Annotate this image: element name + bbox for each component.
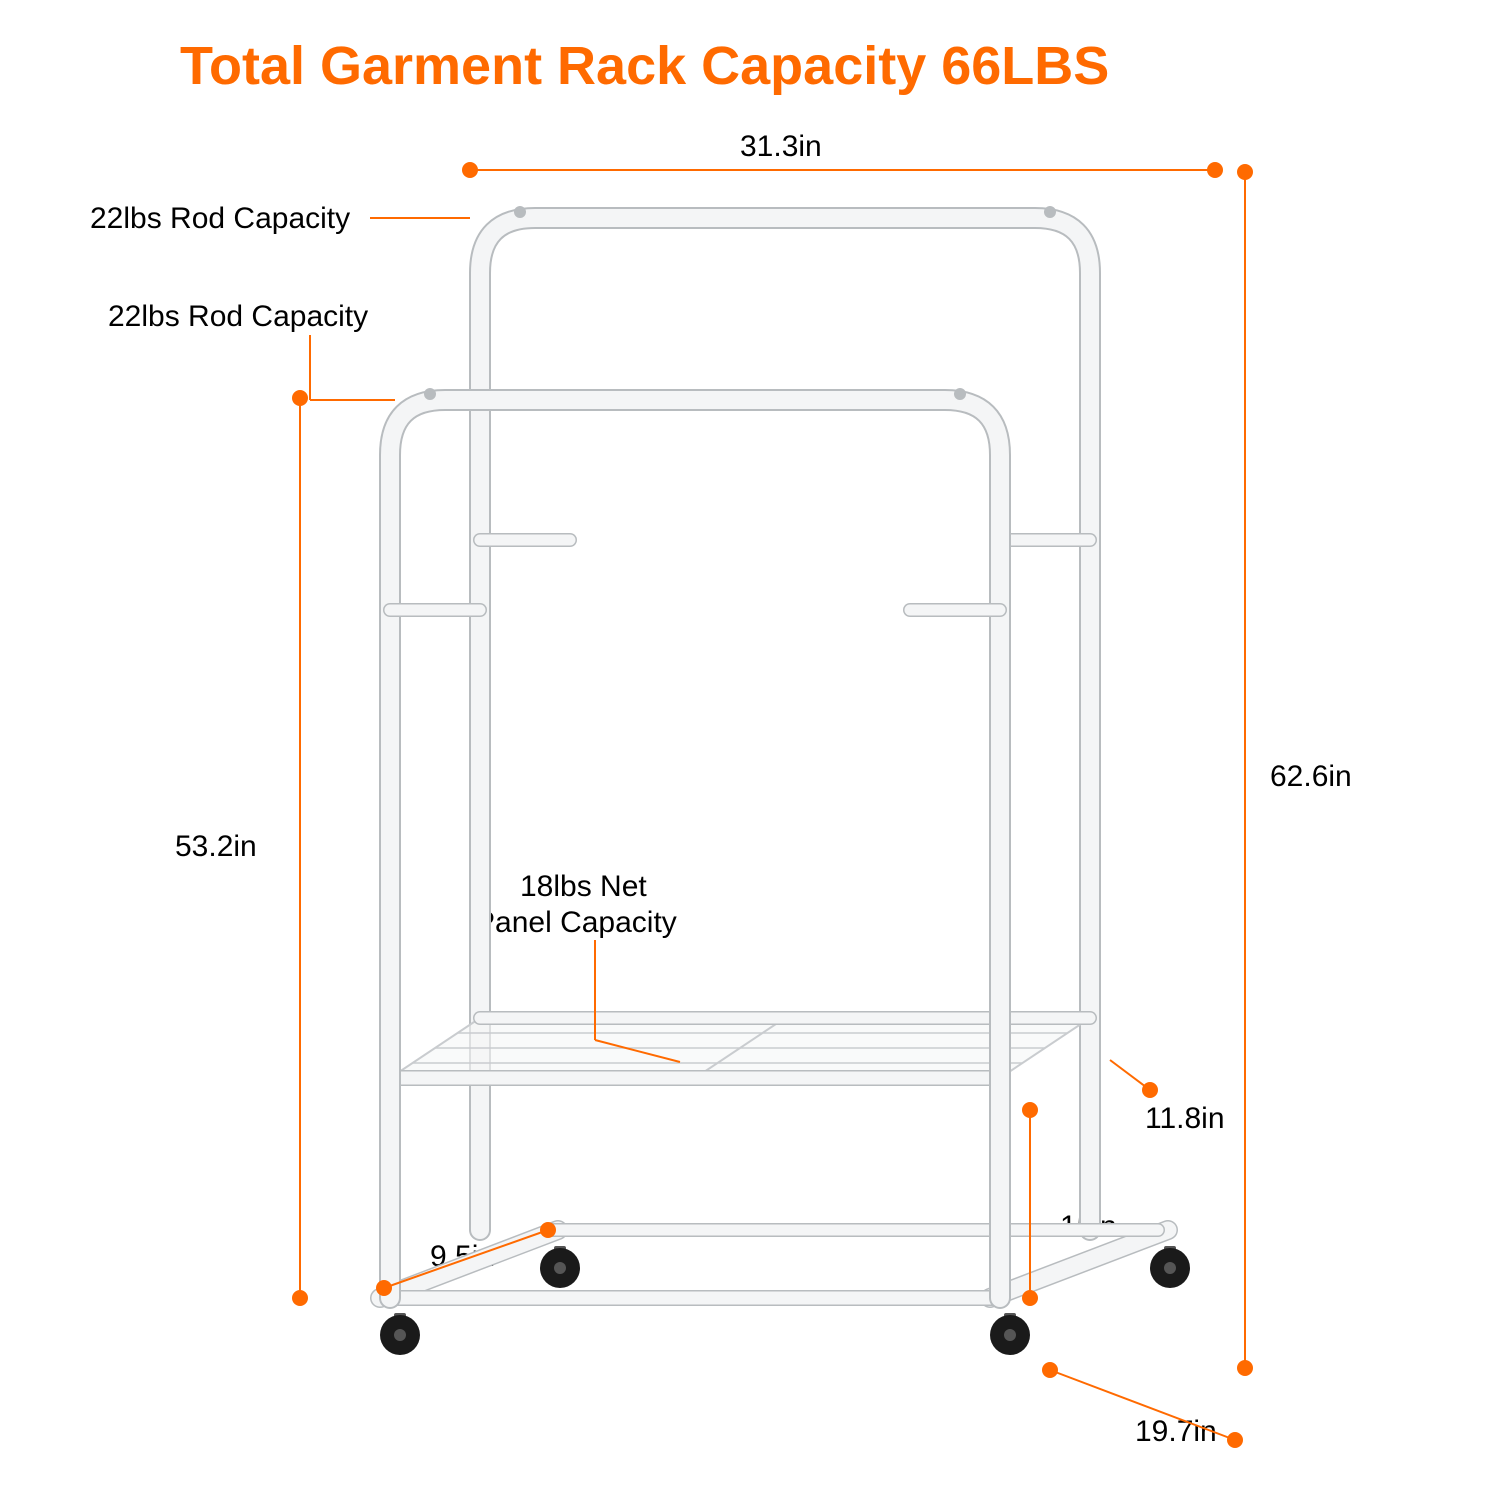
rack-diagram	[0, 0, 1500, 1500]
